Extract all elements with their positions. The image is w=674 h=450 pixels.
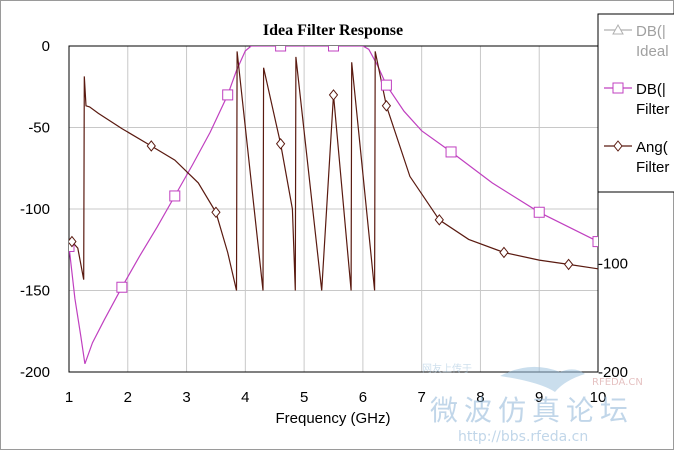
- x-tick-label: 9: [535, 389, 543, 406]
- legend-item-0: DB(| Ideal: [604, 23, 669, 60]
- legend-label-line2: Filter: [636, 159, 669, 176]
- diamond-marker: [613, 140, 623, 152]
- x-tick-label: 5: [300, 389, 308, 406]
- x-tick-label: 10: [590, 389, 607, 406]
- x-axis-label: Frequency (GHz): [275, 410, 390, 427]
- square-marker: [380, 79, 392, 91]
- diamond-marker: [275, 137, 286, 150]
- x-tick-label: 6: [359, 389, 367, 406]
- watermark-title: 微波仿真论坛: [430, 394, 634, 427]
- watermark-url: http://bbs.rfeda.cn: [458, 429, 588, 445]
- legend-item-2: Ang( Filter: [604, 139, 669, 176]
- y-right-tick-label: -100: [598, 255, 628, 272]
- x-tick-label: 8: [476, 389, 484, 406]
- y-left-tick-label: -200: [20, 364, 50, 381]
- legend-box: [597, 13, 674, 193]
- chart-title: Idea Filter Response: [263, 22, 403, 39]
- series-line-2: [69, 51, 598, 291]
- diamond-marker: [69, 235, 77, 248]
- x-tick-label: 2: [124, 389, 132, 406]
- square-marker: [533, 206, 545, 218]
- diamond-marker: [381, 99, 392, 112]
- x-axis-ticks: 1 2 3 4 5 6 7 8 9 10: [65, 389, 607, 406]
- diamond-marker: [146, 140, 156, 152]
- square-marker: [275, 46, 287, 52]
- x-tick-label: 4: [241, 389, 249, 406]
- triangle-marker: [612, 23, 624, 35]
- diamond-marker: [499, 246, 509, 259]
- legend-label: Ang(: [636, 139, 668, 156]
- square-marker: [222, 89, 234, 101]
- y-left-tick-label: -150: [20, 283, 50, 300]
- x-tick-label: 7: [417, 389, 425, 406]
- diamond-marker: [328, 89, 339, 101]
- y-axis-left-ticks: 0 -50 -100 -150 -200: [20, 38, 50, 381]
- square-marker: [116, 281, 128, 293]
- square-marker: [445, 146, 457, 158]
- watermark: 网友上传于 RFEDA.CN 微波仿真论坛 http://bbs.rfeda.c…: [422, 362, 643, 445]
- square-marker: [169, 190, 181, 202]
- legend-label: DB(|: [636, 23, 666, 40]
- legend-label-line2: Filter: [636, 101, 669, 118]
- legend: DB(| Ideal DB(| Filter Ang( Filter: [597, 13, 674, 193]
- watermark-logo: RFEDA.CN: [592, 377, 643, 388]
- series-line-1: [69, 46, 598, 365]
- square-marker: [328, 46, 339, 52]
- bird-logo-icon: [500, 366, 585, 392]
- watermark-small: 网友上传于: [422, 362, 472, 375]
- y-left-tick-label: 0: [42, 38, 50, 55]
- y-left-tick-label: -100: [20, 201, 50, 218]
- legend-label: DB(|: [636, 81, 666, 98]
- square-marker: [592, 236, 598, 248]
- legend-item-1: DB(| Filter: [604, 81, 669, 118]
- x-tick-label: 3: [182, 389, 190, 406]
- diamond-marker: [434, 214, 444, 226]
- legend-label-line2: Ideal: [636, 43, 669, 60]
- diamond-marker: [211, 206, 221, 219]
- square-marker: [612, 82, 624, 94]
- y-right-tick-label: -200: [598, 364, 628, 381]
- x-tick-label: 1: [65, 389, 73, 406]
- diamond-marker: [563, 258, 574, 271]
- y-left-tick-label: -50: [28, 120, 50, 137]
